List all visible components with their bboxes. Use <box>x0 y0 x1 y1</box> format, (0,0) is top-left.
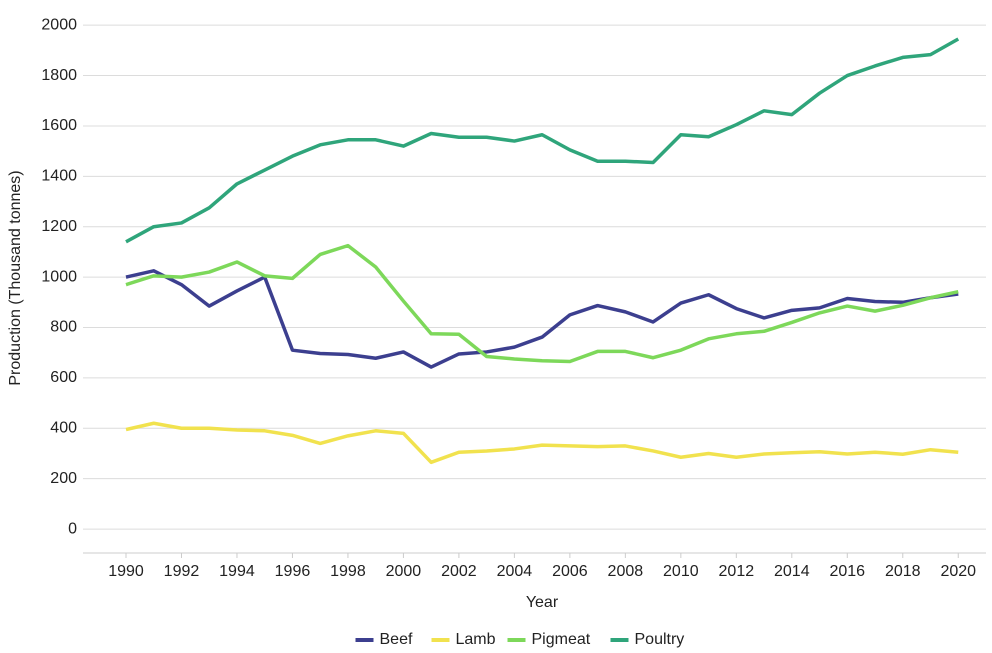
y-tick-label: 1400 <box>41 168 77 185</box>
x-tick-label: 1992 <box>164 563 200 580</box>
y-tick-label: 400 <box>50 420 77 437</box>
x-tick-label: 1990 <box>108 563 144 580</box>
legend-label: Pigmeat <box>532 631 591 648</box>
x-axis-label: Year <box>526 594 559 611</box>
legend-label: Lamb <box>456 631 496 648</box>
y-tick-label: 2000 <box>41 16 77 33</box>
x-tick-label: 2016 <box>829 563 865 580</box>
x-tick-label: 2010 <box>663 563 699 580</box>
x-tick-label: 2008 <box>608 563 644 580</box>
y-tick-label: 0 <box>68 520 77 537</box>
series-line <box>125 243 959 364</box>
y-tick-label: 1600 <box>41 117 77 134</box>
y-tick-label: 800 <box>50 319 77 336</box>
series-line <box>125 269 959 369</box>
y-tick-label: 600 <box>50 369 77 386</box>
x-tick-label: 1996 <box>275 563 311 580</box>
legend-label: Poultry <box>635 631 685 648</box>
y-tick-label: 1800 <box>41 67 77 84</box>
x-tick-label: 2012 <box>719 563 755 580</box>
legend-label: Beef <box>380 631 413 648</box>
y-tick-label: 1200 <box>41 218 77 235</box>
x-tick-label: 2006 <box>552 563 588 580</box>
series-line <box>125 421 959 465</box>
x-tick-label: 2014 <box>774 563 810 580</box>
y-tick-label: 1000 <box>41 268 77 285</box>
series-line <box>125 37 960 244</box>
x-tick-label: 1998 <box>330 563 366 580</box>
y-tick-label: 200 <box>50 470 77 487</box>
x-tick-label: 2000 <box>386 563 422 580</box>
x-tick-label: 2004 <box>497 563 533 580</box>
x-tick-label: 1994 <box>219 563 255 580</box>
x-tick-label: 2018 <box>885 563 921 580</box>
x-tick-label: 2002 <box>441 563 477 580</box>
x-tick-label: 2020 <box>940 563 976 580</box>
y-axis-label: Production (Thousand tonnes) <box>7 170 24 385</box>
